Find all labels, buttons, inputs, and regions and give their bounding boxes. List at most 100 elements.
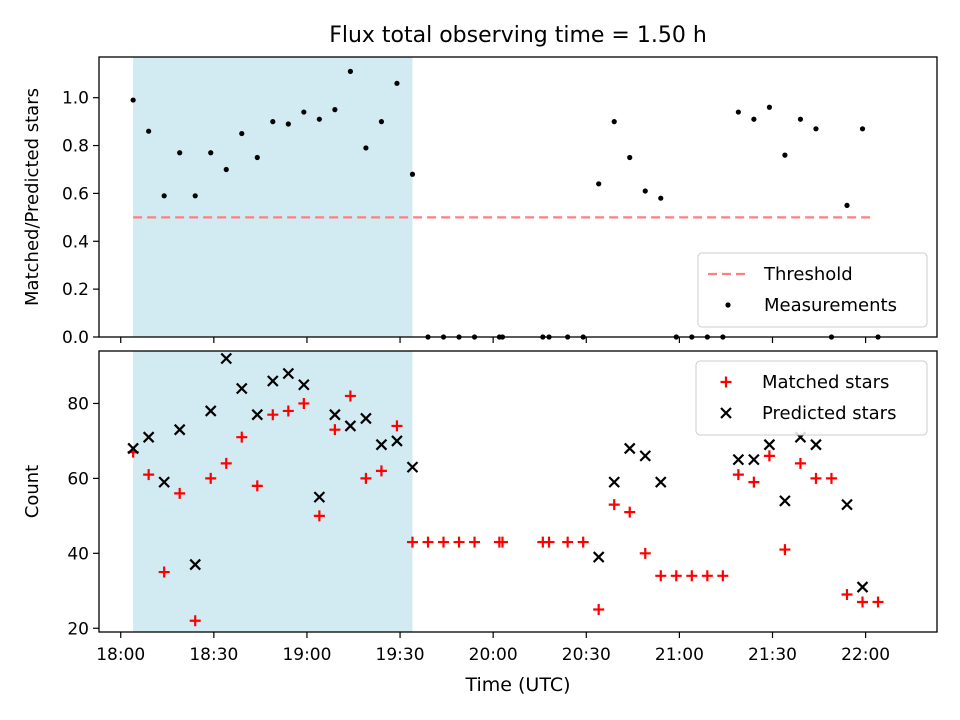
- data-point: [562, 536, 574, 548]
- data-point: [282, 405, 294, 417]
- data-point: [332, 107, 338, 113]
- y-axis-label: Count: [22, 465, 43, 518]
- data-point: [872, 596, 884, 608]
- data-point: [748, 476, 760, 488]
- data-point: [189, 615, 201, 627]
- data-point: [146, 128, 152, 134]
- data-point: [127, 442, 139, 455]
- data-point: [298, 397, 310, 409]
- series-matched-stars: [127, 390, 884, 627]
- y-tick-label: 1.0: [62, 89, 89, 109]
- data-point: [438, 536, 450, 548]
- series-measurements: [130, 68, 881, 340]
- y-tick-label: 0.0: [62, 328, 89, 348]
- data-point: [406, 536, 418, 548]
- data-point: [639, 450, 652, 462]
- data-point: [496, 536, 508, 548]
- data-point: [208, 150, 214, 156]
- axes-frame: [98, 56, 938, 338]
- data-point: [751, 116, 757, 122]
- data-point: [251, 408, 264, 421]
- data-point: [360, 472, 372, 484]
- data-point: [810, 438, 822, 451]
- data-point: [394, 80, 400, 86]
- data-point: [642, 188, 648, 194]
- data-point: [204, 405, 217, 417]
- data-point: [577, 536, 589, 548]
- series-predicted-stars: [127, 352, 869, 593]
- data-point: [596, 181, 602, 187]
- shaded-interval: [133, 57, 413, 337]
- data-point: [763, 438, 776, 451]
- data-point: [608, 476, 620, 488]
- x-tick-label: 18:30: [189, 645, 238, 665]
- data-point: [301, 109, 307, 115]
- data-point: [735, 109, 741, 115]
- data-point: [220, 352, 233, 365]
- y-tick-label: 60: [67, 469, 89, 489]
- data-point: [813, 126, 819, 132]
- data-point: [375, 438, 388, 451]
- data-point: [717, 570, 729, 582]
- chart-title: Flux total observing time = 1.50 h: [329, 23, 707, 48]
- data-point: [251, 480, 263, 492]
- data-point: [469, 536, 481, 548]
- legend-swatch: [720, 376, 732, 388]
- legend-box: [697, 252, 928, 328]
- data-point: [453, 536, 465, 548]
- data-point: [298, 378, 310, 391]
- data-point: [375, 465, 387, 477]
- data-point: [313, 510, 325, 522]
- data-point: [593, 604, 605, 616]
- legend-label: Matched stars: [762, 372, 889, 393]
- x-tick-label: 19:00: [282, 645, 331, 665]
- data-point: [220, 457, 232, 469]
- data-point: [189, 558, 201, 571]
- data-point: [236, 431, 248, 443]
- data-point: [205, 472, 217, 484]
- data-point: [841, 589, 853, 601]
- data-point: [316, 116, 322, 122]
- data-point: [766, 104, 773, 110]
- data-point: [763, 450, 775, 462]
- x-tick-label: 20:30: [562, 645, 611, 665]
- data-point: [670, 570, 682, 582]
- legend-label: Predicted stars: [762, 403, 896, 424]
- data-point: [797, 116, 804, 122]
- data-point: [378, 119, 385, 125]
- data-point: [623, 442, 636, 455]
- y-tick-label: 40: [67, 544, 89, 564]
- y-tick-label: 0.2: [62, 280, 89, 300]
- data-point: [391, 420, 403, 432]
- data-point: [239, 130, 245, 137]
- y-tick-label: 20: [67, 619, 89, 639]
- data-point: [409, 171, 416, 177]
- data-point: [313, 491, 326, 503]
- y-tick-label: 0.4: [62, 232, 89, 252]
- x-tick-label: 21:30: [748, 645, 797, 665]
- legend: Threshold Measurements: [697, 252, 928, 328]
- data-point: [406, 461, 419, 473]
- data-point: [844, 202, 850, 208]
- data-point: [344, 420, 357, 432]
- data-point: [363, 145, 369, 151]
- y-tick-label: 0.8: [62, 137, 89, 157]
- data-point: [655, 570, 667, 582]
- data-point: [859, 126, 866, 132]
- data-point: [347, 68, 353, 74]
- data-point: [779, 544, 791, 556]
- shaded-interval: [133, 351, 413, 632]
- data-point: [130, 97, 136, 103]
- data-point: [608, 499, 620, 511]
- data-point: [282, 367, 295, 380]
- data-point: [344, 390, 356, 402]
- bottom-panel: 20 40 60 80 18:00 18:30 19:00 19:30 20:00 20:30 21…: [22, 350, 938, 665]
- data-point: [825, 472, 837, 484]
- legend: Matched stars Predicted stars: [695, 360, 928, 436]
- x-tick-label: 21:00: [655, 645, 704, 665]
- data-point: [794, 457, 806, 469]
- data-point: [658, 195, 664, 201]
- data-point: [857, 596, 869, 608]
- data-point: [142, 431, 155, 443]
- data-point: [748, 453, 760, 466]
